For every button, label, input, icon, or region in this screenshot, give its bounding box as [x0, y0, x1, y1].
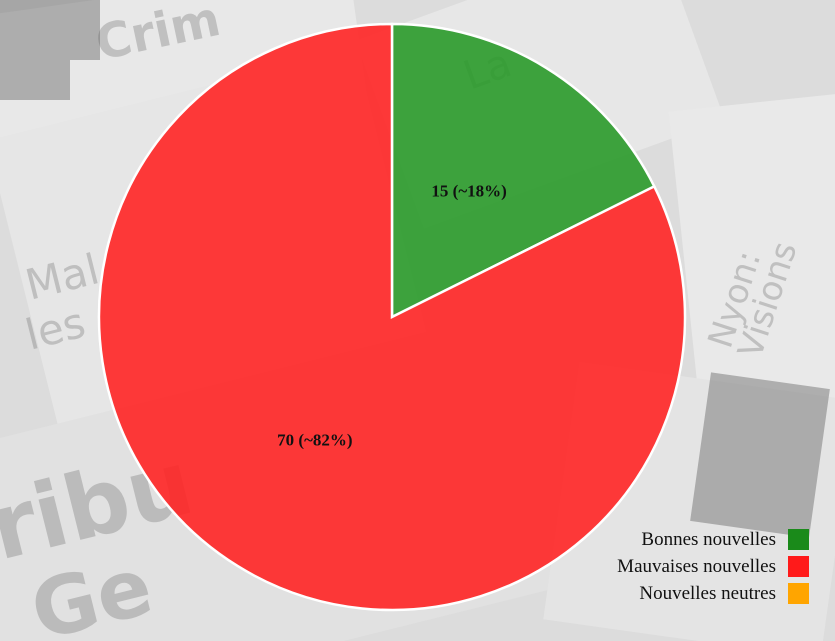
pie-slices [97, 22, 687, 612]
pie-slice-value-label: 15 (~18%) [431, 181, 506, 200]
pie-slice-labels: 15 (~18%) 70 (~82%) [277, 181, 507, 449]
pie-slice-value-label: 70 (~82%) [277, 430, 352, 449]
legend-swatch [788, 556, 809, 577]
legend-item-bonnes-nouvelles[interactable]: Bonnes nouvelles [617, 526, 809, 553]
legend-swatch [788, 583, 809, 604]
legend: Bonnes nouvelles Mauvaises nouvelles Nou… [617, 526, 809, 607]
pie-slice-bonnes-nouvelles[interactable] [390, 22, 656, 320]
legend-label: Bonnes nouvelles [641, 528, 776, 550]
legend-item-nouvelles-neutres[interactable]: Nouvelles neutres [617, 580, 809, 607]
pie-slice-mauvaises-nouvelles[interactable] [97, 22, 687, 612]
legend-item-mauvaises-nouvelles[interactable]: Mauvaises nouvelles [617, 553, 809, 580]
legend-label: Nouvelles neutres [639, 582, 776, 604]
legend-swatch [788, 529, 809, 550]
legend-label: Mauvaises nouvelles [617, 555, 776, 577]
